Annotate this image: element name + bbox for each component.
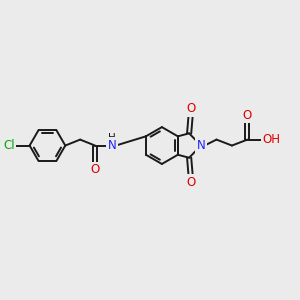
Text: N: N bbox=[197, 139, 206, 152]
Text: N: N bbox=[108, 139, 117, 152]
Text: OH: OH bbox=[262, 133, 280, 146]
Text: H: H bbox=[108, 133, 116, 143]
Text: O: O bbox=[90, 164, 100, 176]
Text: O: O bbox=[243, 109, 252, 122]
Text: O: O bbox=[186, 176, 195, 189]
Text: Cl: Cl bbox=[3, 139, 15, 152]
Text: O: O bbox=[186, 103, 195, 116]
